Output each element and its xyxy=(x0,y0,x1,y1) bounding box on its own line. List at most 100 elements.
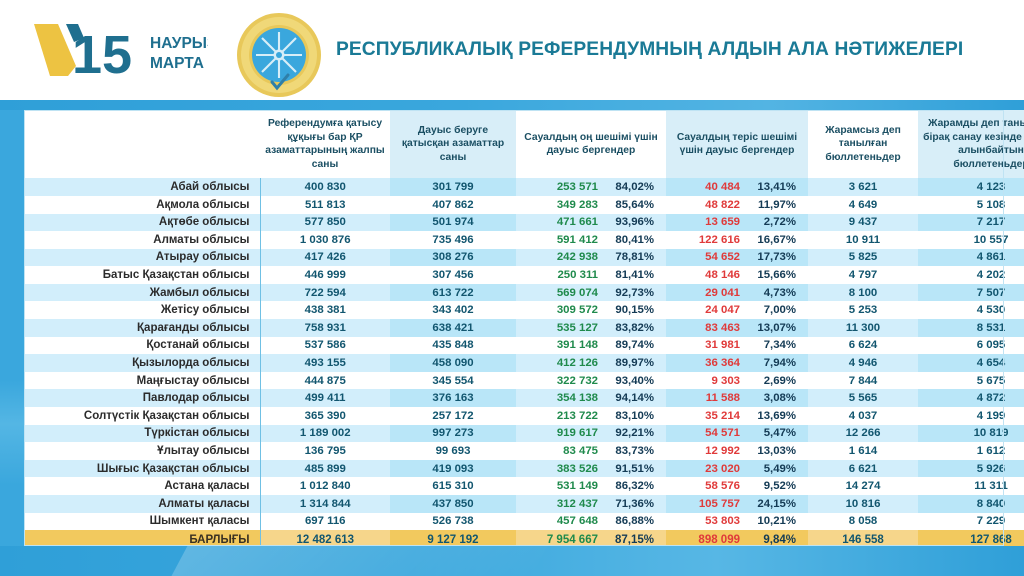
cell-yes-pct: 89,97% xyxy=(600,354,666,372)
cell-yes: 242 938 xyxy=(516,248,600,267)
table-row: Алматы облысы 1 030 876 735 496 591 412 80,4… xyxy=(24,231,1024,249)
cell-excluded: 4 654 xyxy=(918,354,1024,372)
cell-excluded: 4 199 xyxy=(918,407,1024,425)
cell-yes-pct: 91,51% xyxy=(600,459,666,478)
total-cell-no-pct: 9,84% xyxy=(742,530,809,550)
cell-total: 446 999 xyxy=(260,266,390,284)
cell-voted: 257 172 xyxy=(390,407,516,425)
table-row: Павлодар облысы 499 411 376 163 354 138 94,1… xyxy=(24,389,1024,408)
cell-region: Қызылорда облысы xyxy=(24,354,261,372)
cell-yes-pct: 85,64% xyxy=(600,195,666,214)
logo-line2: МАРТА xyxy=(150,55,204,72)
table-row: Астана қаласы 1 012 840 615 310 531 149 86,3… xyxy=(24,477,1024,495)
cell-total: 722 594 xyxy=(260,283,390,302)
table-body: Абай облысы 400 830 301 799 253 571 84,02% 40… xyxy=(24,178,1024,572)
cell-excluded: 8 531 xyxy=(918,319,1024,337)
cell-yes-pct: 89,74% xyxy=(600,336,666,355)
results-table-container: Референдумға қатысу құқығы бар ҚР азамат… xyxy=(24,110,1024,572)
cell-excluded: 10 557 xyxy=(918,231,1024,249)
cell-no: 40 484 xyxy=(666,178,742,196)
cell-invalid: 11 300 xyxy=(808,319,919,337)
cell-total: 511 813 xyxy=(260,195,390,214)
cell-region: Түркістан облысы xyxy=(24,424,261,443)
cell-total: 485 899 xyxy=(260,459,390,478)
cell-no-pct: 3,08% xyxy=(742,389,809,408)
cell-voted: 301 799 xyxy=(390,178,516,196)
cell-no-pct: 13,03% xyxy=(742,442,809,460)
table-row: Атырау облысы 417 426 308 276 242 938 78,81%… xyxy=(24,248,1024,267)
cell-yes-pct: 86,32% xyxy=(600,477,666,495)
table-row: Түркістан облысы 1 189 002 997 273 919 617 9… xyxy=(24,424,1024,443)
cell-no-pct: 4,73% xyxy=(742,283,809,302)
cell-yes: 354 138 xyxy=(516,389,600,408)
cell-total: 438 381 xyxy=(260,301,390,320)
cell-yes-pct: 94,14% xyxy=(600,389,666,408)
cell-no: 36 364 xyxy=(666,354,742,372)
cell-no: 54 652 xyxy=(666,248,742,267)
cell-total: 400 830 xyxy=(260,178,390,196)
cell-excluded: 10 819 xyxy=(918,424,1024,443)
cell-yes: 457 648 xyxy=(516,512,600,531)
table-row: Жамбыл облысы 722 594 613 722 569 074 92,73%… xyxy=(24,283,1024,302)
table-row: Солтүстік Қазақстан облысы 365 390 257 172… xyxy=(24,407,1024,425)
cell-no: 58 576 xyxy=(666,477,742,495)
header-row: Референдумға қатысу құқығы бар ҚР азамат… xyxy=(24,110,1024,179)
cell-voted: 997 273 xyxy=(390,424,516,443)
column-header-region xyxy=(24,110,260,179)
table-row: Ақмола облысы 511 813 407 862 349 283 85,64%… xyxy=(24,195,1024,214)
cell-yes-pct: 93,96% xyxy=(600,213,666,232)
cell-excluded: 1 612 xyxy=(918,442,1024,460)
cell-yes: 213 722 xyxy=(516,407,600,425)
cell-total: 365 390 xyxy=(260,407,390,425)
cell-invalid: 7 844 xyxy=(808,371,919,390)
cell-yes-pct: 83,82% xyxy=(600,319,666,337)
cell-region: Қарағанды облысы xyxy=(24,319,261,337)
table-row: Шығыс Қазақстан облысы 485 899 419 093 383 … xyxy=(24,459,1024,478)
table-row: Шымкент қаласы 697 116 526 738 457 648 86,88… xyxy=(24,512,1024,531)
cell-excluded: 4 861 xyxy=(918,248,1024,267)
bottom-accent-band xyxy=(0,546,1024,576)
column-header-yes: Сауалдың оң шешімі үшін дауыс бергендер xyxy=(516,110,666,179)
cell-yes: 309 572 xyxy=(516,301,600,320)
cell-voted: 526 738 xyxy=(390,512,516,531)
cell-total: 136 795 xyxy=(260,442,390,460)
cell-no: 24 047 xyxy=(666,301,742,320)
cell-yes-pct: 92,21% xyxy=(600,424,666,443)
cell-voted: 638 421 xyxy=(390,319,516,337)
cell-voted: 437 850 xyxy=(390,495,516,513)
cell-region: Солтүстік Қазақстан облысы xyxy=(24,407,261,425)
cell-yes: 253 571 xyxy=(516,178,600,196)
column-header-eligible: Референдумға қатысу құқығы бар ҚР азамат… xyxy=(260,110,390,179)
cell-excluded: 7 229 xyxy=(918,512,1024,531)
table-total-row: БАРЛЫҒЫ 12 482 613 9 127 192 7 954 667 87,15… xyxy=(24,530,1024,550)
cell-yes: 531 149 xyxy=(516,477,600,495)
total-cell-excluded: 127 868 xyxy=(918,530,1024,550)
cell-yes-pct: 84,02% xyxy=(600,178,666,196)
table-row: Ақтөбе облысы 577 850 501 974 471 661 93,96%… xyxy=(24,213,1024,232)
cell-invalid: 6 624 xyxy=(808,336,919,355)
cell-excluded: 5 108 xyxy=(918,195,1024,214)
cell-voted: 307 456 xyxy=(390,266,516,284)
cell-no: 122 616 xyxy=(666,231,742,249)
cell-no: 11 588 xyxy=(666,389,742,408)
cell-no: 12 992 xyxy=(666,442,742,460)
cell-total: 758 931 xyxy=(260,319,390,337)
cell-no-pct: 13,07% xyxy=(742,319,809,337)
logo-line1: НАУРЫЗ xyxy=(150,35,208,52)
column-header-excluded: Жарамды деп танылған, бірақ санау кезінд… xyxy=(918,110,1024,179)
cell-voted: 343 402 xyxy=(390,301,516,320)
cell-no-pct: 5,47% xyxy=(742,424,809,443)
column-header-no: Сауалдың теріс шешімі үшін дауыс бергенд… xyxy=(666,110,809,179)
cell-total: 697 116 xyxy=(260,512,390,531)
cell-no-pct: 13,41% xyxy=(742,178,809,196)
cell-no: 83 463 xyxy=(666,319,742,337)
table-row: Алматы қаласы 1 314 844 437 850 312 437 71,3… xyxy=(24,495,1024,513)
cell-voted: 735 496 xyxy=(390,231,516,249)
cell-region: Алматы қаласы xyxy=(24,495,261,513)
cell-invalid: 8 100 xyxy=(808,283,919,302)
checkmark-v-logo-icon: 15 НАУРЫЗ МАРТА xyxy=(34,24,217,85)
cell-voted: 407 862 xyxy=(390,195,516,214)
cell-voted: 99 693 xyxy=(390,442,516,460)
cell-invalid: 1 614 xyxy=(808,442,919,460)
anniversary-logo: 15 НАУРЫЗ МАРТА xyxy=(28,18,217,85)
